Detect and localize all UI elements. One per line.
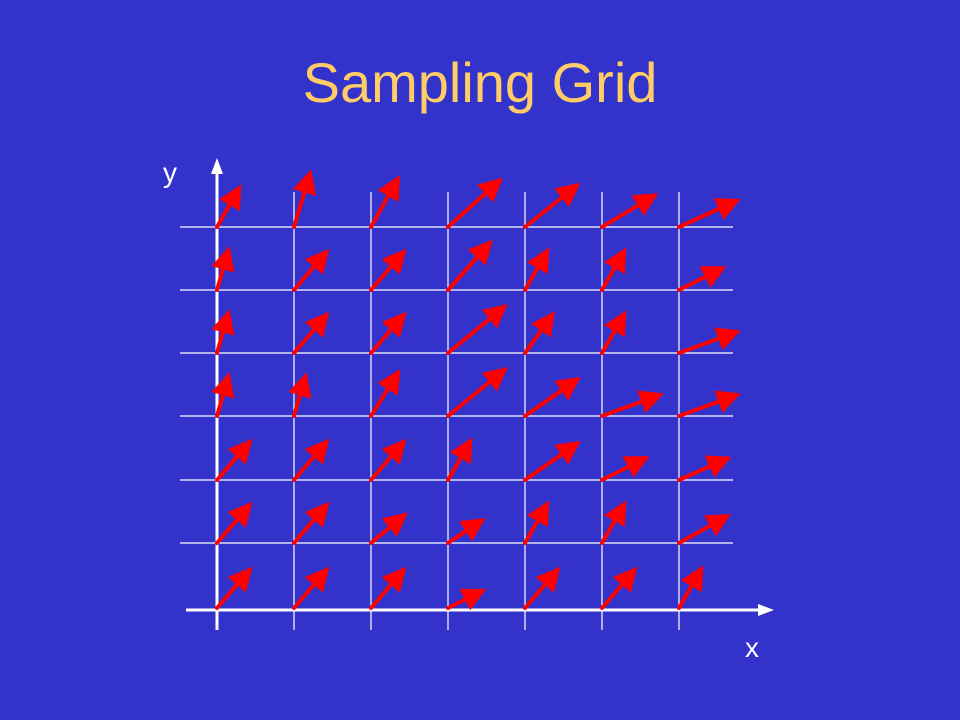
- vector-arrow: [446, 588, 487, 611]
- vector-arrow: [215, 566, 253, 610]
- slide-title: Sampling Grid: [302, 51, 658, 114]
- vector-arrow: [211, 246, 235, 292]
- vector-arrow: [523, 500, 550, 545]
- vector-arrow: [369, 438, 407, 482]
- vector-arrow: [446, 437, 473, 482]
- vector-field: [211, 169, 741, 611]
- vector-arrow: [446, 177, 503, 229]
- vector-arrow: [677, 565, 704, 610]
- vector-arrow: [677, 455, 732, 482]
- vector-arrow: [523, 376, 581, 418]
- vector-arrow: [523, 182, 581, 229]
- vector-arrow: [292, 248, 330, 292]
- vector-arrow: [600, 310, 627, 355]
- x-axis-label: x: [745, 632, 759, 663]
- vector-arrow: [523, 566, 561, 610]
- vector-arrow: [215, 438, 253, 482]
- vector-arrow: [211, 372, 235, 418]
- vector-arrow: [288, 372, 312, 418]
- vector-arrow: [677, 198, 741, 229]
- vector-arrow: [292, 438, 330, 482]
- vector-arrow: [446, 304, 508, 355]
- vector-arrow: [677, 390, 741, 418]
- y-axis-label: y: [163, 157, 177, 188]
- x-axis-arrowhead: [758, 604, 774, 616]
- vector-arrow: [369, 311, 407, 355]
- vector-arrow: [523, 311, 555, 355]
- vector-arrow: [369, 512, 408, 545]
- vector-arrow: [523, 247, 550, 292]
- vector-arrow: [600, 193, 659, 229]
- grid-lines: [180, 192, 733, 630]
- vector-arrow: [369, 248, 407, 292]
- vector-arrow: [211, 309, 235, 355]
- vector-arrow: [600, 566, 638, 610]
- vector-arrow: [446, 517, 486, 545]
- vector-arrow: [369, 566, 407, 610]
- y-axis-arrowhead: [211, 158, 223, 174]
- vector-arrow: [292, 566, 330, 610]
- vector-arrow: [677, 327, 741, 355]
- vector-arrow: [446, 367, 508, 418]
- vector-arrow: [215, 184, 242, 229]
- x-axis: [186, 604, 774, 616]
- vector-arrow: [600, 247, 627, 292]
- vector-arrow: [369, 369, 401, 418]
- vector-arrow: [292, 501, 330, 545]
- vector-arrow: [215, 501, 253, 545]
- vector-arrow: [600, 500, 627, 545]
- vector-arrow: [292, 311, 330, 355]
- vector-arrow: [600, 390, 664, 418]
- vector-arrow: [369, 175, 400, 229]
- vector-arrow: [677, 266, 727, 292]
- vector-arrow: [523, 440, 581, 482]
- vector-arrow: [292, 169, 316, 229]
- vector-arrow: [677, 514, 731, 545]
- vector-arrow: [600, 456, 650, 482]
- vector-arrow: [446, 239, 493, 292]
